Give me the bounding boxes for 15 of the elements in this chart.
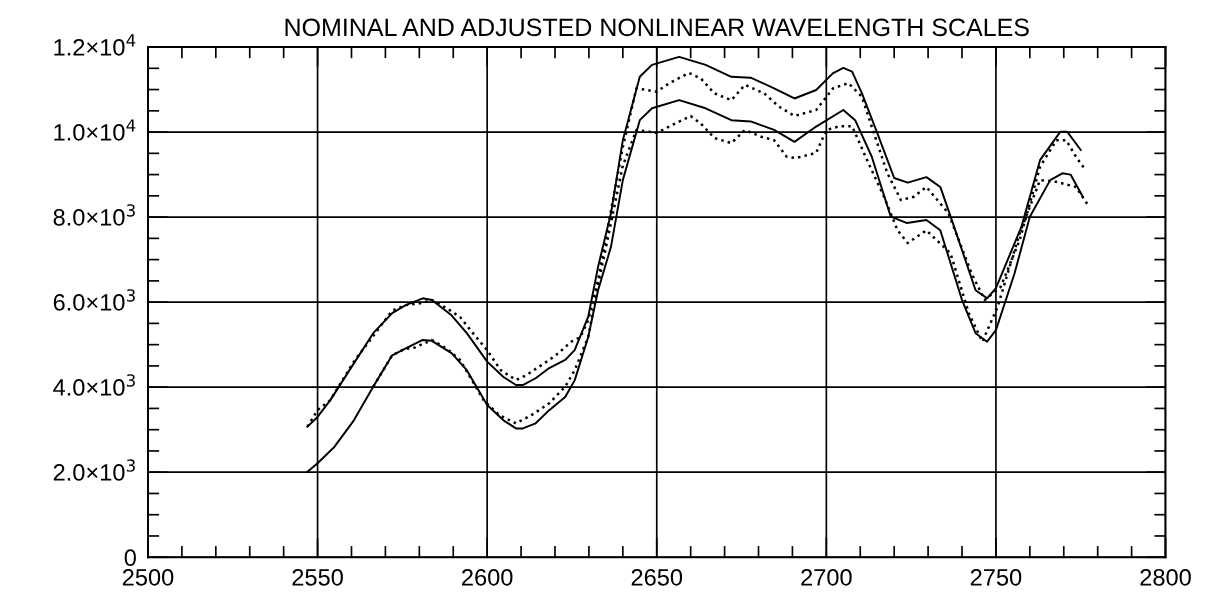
y-tick-label: 6.0×10$^{3}$ (53, 289, 135, 311)
x-tick-label: 2800 (1140, 568, 1191, 586)
y-tick-label: 1.2×10$^{4}$ (54, 34, 136, 56)
y-tick-label: 0 (124, 549, 136, 567)
x-tick-label: 2750 (970, 568, 1022, 586)
x-tick-label: 2550 (292, 568, 343, 586)
y-tick-label: 4.0×10$^{3}$ (53, 374, 135, 396)
y-tick-label: 8.0×10$^{3}$ (53, 204, 135, 226)
x-tick-label: 2600 (462, 568, 513, 586)
x-tick-label: 2700 (801, 568, 852, 586)
y-tick-label: 2.0×10$^{3}$ (53, 459, 135, 481)
y-tick-label: 1.0×10$^{4}$ (54, 119, 136, 141)
chart-title: NOMINAL AND ADJUSTED NONLINEAR WAVELENGTH SCALES (285, 18, 1029, 37)
x-tick-label: 2650 (631, 568, 683, 586)
x-tick-label: 2500 (122, 568, 174, 586)
